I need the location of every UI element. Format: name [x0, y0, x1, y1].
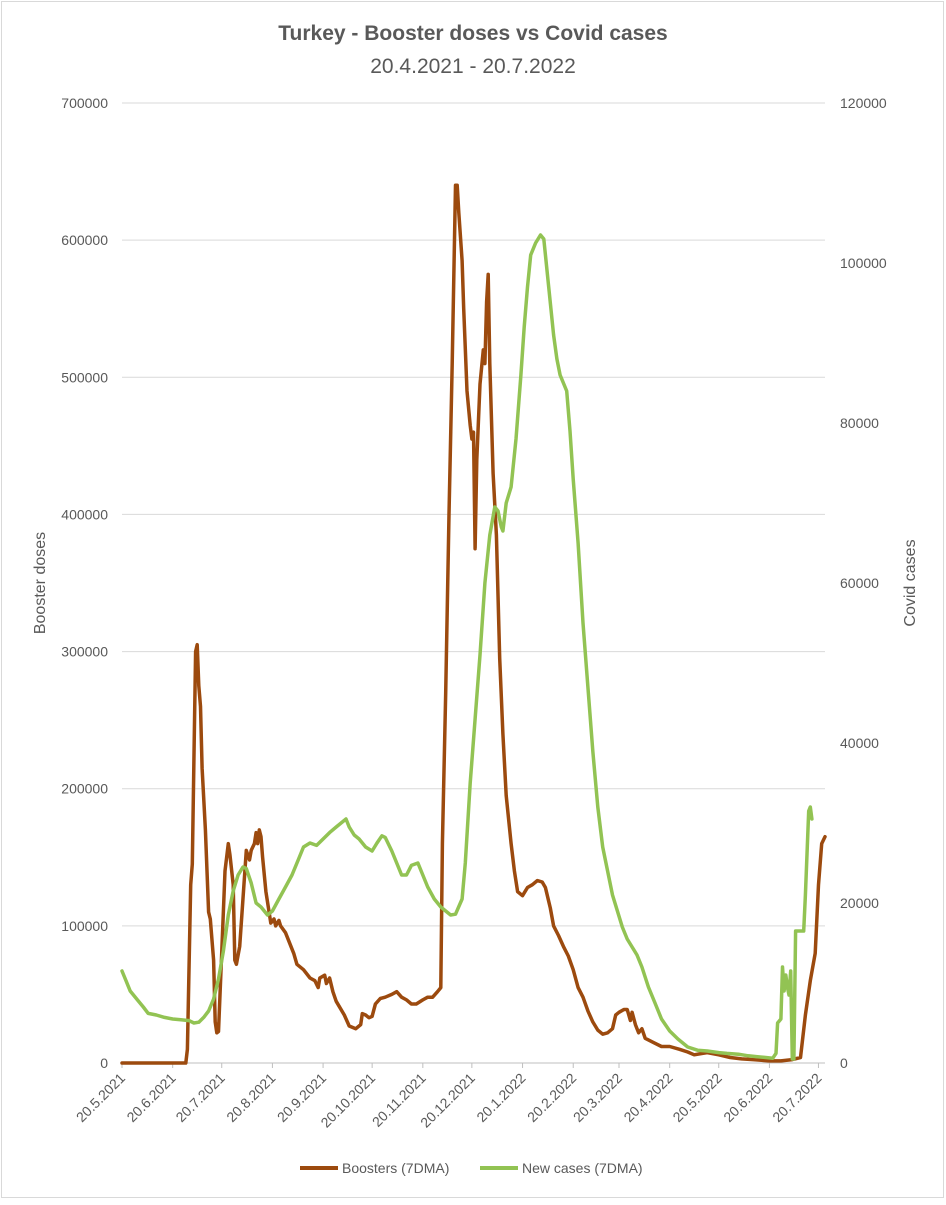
- new-cases-line: [120, 233, 814, 1061]
- left-tick-label: 300000: [61, 644, 108, 660]
- left-axis-title: Booster doses: [32, 532, 49, 634]
- right-tick-label: 20000: [840, 895, 879, 911]
- boosters-line: [120, 183, 827, 1065]
- right-tick-label: 100000: [840, 255, 887, 271]
- left-tick-label: 500000: [61, 369, 108, 385]
- left-tick-label: 600000: [61, 232, 108, 248]
- left-tick-label: 100000: [61, 918, 108, 934]
- left-tick-label: 400000: [61, 506, 108, 522]
- left-axis-ticks: 0 100000 200000 300000 400000 500000 600000 700…: [61, 95, 108, 1071]
- left-tick-label: 200000: [61, 781, 108, 797]
- right-tick-label: 40000: [840, 735, 879, 751]
- series-lines: [120, 183, 827, 1065]
- legend-label-cases: New cases (7DMA): [522, 1160, 643, 1176]
- right-tick-label: 80000: [840, 415, 879, 431]
- left-tick-label: 0: [100, 1055, 108, 1071]
- chart-title: Turkey - Booster doses vs Covid cases: [278, 22, 667, 45]
- right-tick-label: 120000: [840, 95, 887, 111]
- legend-label-boosters: Boosters (7DMA): [342, 1160, 449, 1176]
- chart-subtitle: 20.4.2021 - 20.7.2022: [370, 55, 576, 78]
- left-tick-label: 700000: [61, 95, 108, 111]
- right-tick-label: 0: [840, 1055, 848, 1071]
- right-axis-ticks: 0 20000 40000 60000 80000 100000 120000: [840, 95, 887, 1071]
- legend: Boosters (7DMA) New cases (7DMA): [300, 1160, 643, 1176]
- right-tick-label: 60000: [840, 575, 879, 591]
- right-axis-title: Covid cases: [902, 539, 919, 626]
